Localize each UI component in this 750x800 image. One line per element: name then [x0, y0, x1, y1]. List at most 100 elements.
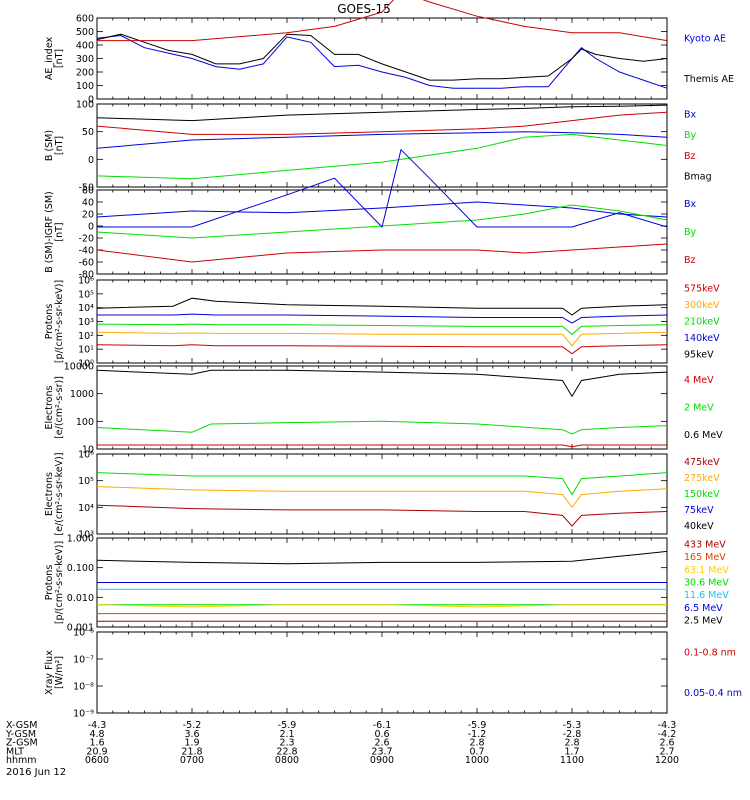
y-tick-label: 600	[76, 14, 94, 25]
y-axis-label: AE_index	[44, 37, 55, 81]
legend-entry: Bx	[684, 109, 697, 120]
legend-entry: 2 MeV	[684, 403, 714, 414]
y-tick-label: 1000	[70, 389, 94, 400]
y-tick-label: 10⁻⁸	[73, 682, 94, 693]
y-tick-label: 20	[82, 210, 94, 221]
footer-value: 21.8	[181, 746, 202, 757]
panel-2: -50 0 50 100 B (SM) [nT] Bx By Bz Bmag	[44, 100, 712, 194]
legend-entry: 0.6 MeV	[684, 430, 723, 441]
panel-frame	[96, 453, 668, 535]
y-axis-label: [W/m²]	[54, 656, 65, 689]
y-tick-label: -80	[78, 270, 94, 281]
panel-frame	[96, 189, 668, 275]
y-tick-label: 10⁻⁷	[73, 655, 94, 666]
y-tick-label: 10³	[78, 530, 94, 541]
footer-value: -5.9	[278, 720, 297, 731]
series-210kev	[96, 323, 668, 335]
y-axis-label: Xray Flux	[44, 650, 55, 695]
legend-entry: 475keV	[684, 457, 720, 468]
y-tick-label: 40	[82, 198, 94, 209]
y-tick-label: 0	[88, 222, 94, 233]
series-0-05-0-4-nm	[97, 148, 668, 228]
y-tick-label: 10⁶	[78, 276, 94, 287]
footer-value: 2.1	[279, 729, 294, 740]
legend-entry: 210keV	[684, 317, 720, 328]
footer-value: 23.7	[371, 746, 392, 757]
figure-title: GOES-15	[337, 2, 391, 16]
panel-frame	[96, 17, 668, 100]
panel-7: 0.001 0.010 0.100 1.000 Protons [p/(cm²-s-sr-…	[44, 534, 729, 634]
legend-entry: By	[684, 227, 697, 238]
y-tick-label: 10⁰	[78, 359, 94, 370]
y-tick-label: 10²	[78, 331, 94, 342]
footer-value: -4.2	[658, 729, 677, 740]
y-axis-label: Protons	[44, 565, 55, 601]
panel-frame	[96, 631, 668, 714]
footer-value: -4.3	[658, 720, 677, 731]
footer-value: 1200	[655, 755, 679, 766]
footer-value: 1000	[465, 755, 489, 766]
y-tick-label: 60	[82, 186, 94, 197]
y-tick-label: 500	[76, 27, 94, 38]
footer-value: 1100	[560, 755, 584, 766]
panel-frame	[96, 103, 668, 188]
footer-value: -5.9	[468, 720, 487, 731]
series-bx	[96, 131, 668, 149]
y-tick-label: 10⁶	[78, 450, 94, 461]
y-tick-label: 300	[76, 54, 94, 65]
y-tick-label: 10⁻⁶	[73, 628, 94, 639]
legend-entry: 575keV	[684, 283, 720, 294]
legend-entry: Kyoto AE	[684, 33, 726, 44]
y-tick-label: 0.100	[67, 563, 94, 574]
footer-row-label: MLT	[6, 746, 24, 757]
series-150kev	[96, 472, 668, 496]
y-tick-label: 10⁻⁹	[73, 709, 94, 720]
y-tick-label: 0	[88, 155, 94, 166]
y-tick-label: 10000	[64, 362, 94, 373]
panel-1: 0 100 200 300 400 500 600 AE_index [nT] Kyoto AE T…	[44, 14, 734, 106]
legend-entry: 165 MeV	[684, 552, 726, 563]
panel-8: 10⁻⁹ 10⁻⁸ 10⁻⁷ 10⁻⁶ Xray Flux [W/m²] 0.1-0.8 n…	[44, 0, 742, 720]
panel-frame	[96, 279, 668, 364]
y-axis-label: [nT]	[54, 49, 65, 68]
legend-entry: 0.05-0.4 nm	[684, 688, 742, 699]
legend-entry: 95keV	[684, 350, 714, 361]
y-axis-label: Protons	[44, 304, 55, 340]
y-axis-label: [e/(cm²-s-sr)]	[54, 376, 65, 439]
series-bz	[96, 111, 668, 135]
series-0-6-mev	[96, 369, 668, 398]
footer-value: 0800	[275, 755, 299, 766]
panel-frame	[96, 365, 668, 450]
legend-entry: Bmag	[684, 172, 712, 183]
legend-entry: 4 MeV	[684, 375, 714, 386]
y-tick-label: 1.000	[67, 534, 94, 545]
legend-entry: Bz	[684, 255, 696, 266]
y-tick-label: 10⁵	[78, 476, 94, 487]
series-2-mev	[96, 420, 668, 435]
footer-value: -6.1	[373, 720, 392, 731]
footer-value: 0.7	[469, 746, 484, 757]
y-tick-label: -20	[78, 234, 94, 245]
footer-value: 3.6	[184, 729, 199, 740]
y-axis-label: B (SM)	[44, 130, 55, 161]
legend-entry: 0.1-0.8 nm	[684, 647, 736, 658]
series-475kev	[96, 504, 668, 527]
footer-row-label: X-GSM	[6, 720, 37, 731]
footer-value: 0600	[85, 755, 109, 766]
footer-value: 2.6	[659, 738, 674, 749]
panel-5: 10 100 1000 10000 Electrons [e/(cm²-s-sr)] 4 M…	[44, 362, 723, 456]
series-0-1-0-8-nm	[97, 0, 668, 42]
y-axis-label: Electrons	[44, 472, 55, 516]
y-tick-label: 200	[76, 68, 94, 79]
legend-entry: Themis AE	[683, 74, 734, 85]
legend-entry: 40keV	[684, 521, 714, 532]
y-tick-label: 10⁵	[78, 289, 94, 300]
legend-entry: 150keV	[684, 489, 720, 500]
footer-value: 2.8	[469, 738, 484, 749]
series-4-mev	[97, 444, 667, 448]
y-axis-label: [nT]	[54, 136, 65, 155]
legend-entry: 63.1 MeV	[684, 565, 729, 576]
footer-value: -1.2	[468, 729, 487, 740]
